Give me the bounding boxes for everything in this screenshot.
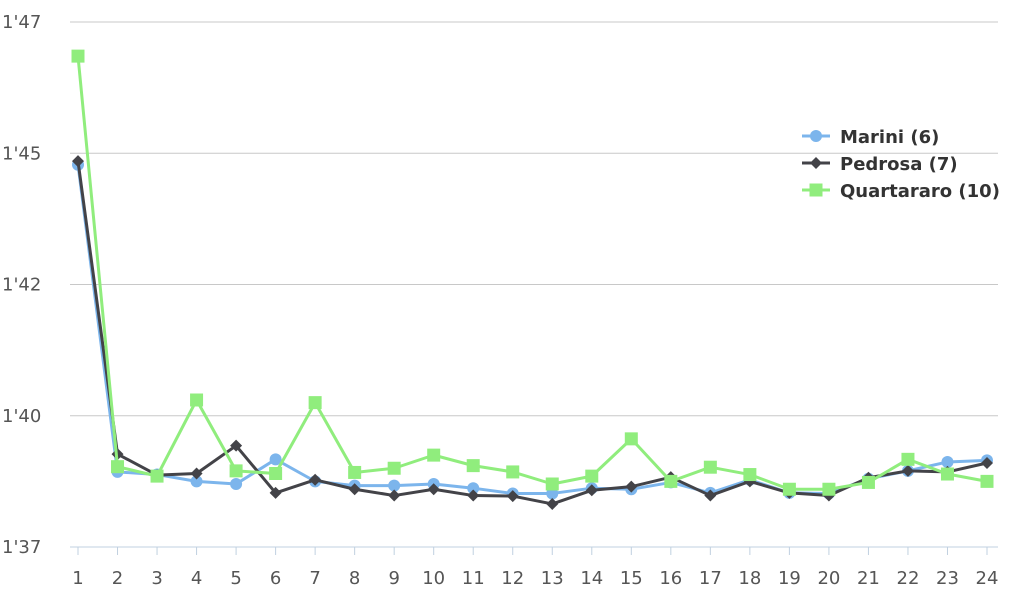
data-point[interactable] <box>427 448 441 462</box>
series-line <box>76 163 989 495</box>
data-point[interactable] <box>427 483 440 496</box>
data-point[interactable] <box>269 467 283 480</box>
data-point[interactable] <box>111 460 125 474</box>
series-1 <box>72 155 993 510</box>
data-point[interactable] <box>506 465 520 479</box>
x-tick-label: 3 <box>151 568 162 589</box>
x-tick-label: 14 <box>580 568 603 589</box>
data-point[interactable] <box>190 467 203 480</box>
y-tick-label: 1'45 <box>2 143 41 164</box>
data-point[interactable] <box>901 452 915 466</box>
legend-label: Marini (6) <box>840 127 939 148</box>
data-point[interactable] <box>348 465 362 479</box>
legend-item[interactable]: Marini (6) <box>802 127 939 148</box>
x-tick-label: 22 <box>897 568 920 589</box>
x-tick-label: 10 <box>422 568 445 589</box>
x-tick-label: 16 <box>659 568 682 589</box>
data-point[interactable] <box>269 453 282 466</box>
x-tick-label: 7 <box>309 568 320 589</box>
legend-marker-icon[interactable] <box>810 130 822 142</box>
data-point[interactable] <box>703 460 717 474</box>
data-point[interactable] <box>585 469 599 483</box>
x-tick-label: 5 <box>230 568 241 589</box>
x-tick-label: 17 <box>699 568 722 589</box>
x-tick-label: 13 <box>541 568 564 589</box>
x-tick-label: 12 <box>501 568 524 589</box>
data-point[interactable] <box>230 478 243 490</box>
data-point[interactable] <box>309 473 322 486</box>
x-tick-label: 1 <box>72 568 83 589</box>
data-point[interactable] <box>150 469 164 483</box>
series-line <box>76 159 989 506</box>
legend-marker-icon[interactable] <box>810 157 822 169</box>
x-tick-label: 19 <box>778 568 801 589</box>
data-point[interactable] <box>546 497 559 510</box>
data-point[interactable] <box>72 155 84 168</box>
data-point[interactable] <box>782 482 796 496</box>
data-point[interactable] <box>861 475 875 489</box>
data-point[interactable] <box>743 468 757 482</box>
legend-label: Pedrosa (7) <box>840 154 958 175</box>
series-line <box>76 54 989 491</box>
data-point[interactable] <box>506 490 519 503</box>
legend-label: Quartararo (10) <box>840 181 1000 202</box>
data-point[interactable] <box>466 459 480 473</box>
x-tick-label: 24 <box>976 568 999 589</box>
data-point[interactable] <box>190 475 203 488</box>
data-point[interactable] <box>901 464 914 477</box>
legend[interactable]: Marini (6) Pedrosa (7) Quartararo (10) <box>802 127 1000 202</box>
data-point[interactable] <box>467 489 480 502</box>
series-2 <box>71 49 994 496</box>
x-tick-label: 11 <box>462 568 485 589</box>
x-tick-label: 9 <box>388 568 399 589</box>
grid-lines <box>70 21 998 548</box>
x-tick-label: 15 <box>620 568 643 589</box>
data-point[interactable] <box>229 464 243 478</box>
y-tick-label: 1'40 <box>2 406 41 427</box>
data-point[interactable] <box>230 439 243 452</box>
legend-marker-icon[interactable] <box>809 183 823 197</box>
data-point[interactable] <box>269 486 282 499</box>
data-point[interactable] <box>585 484 598 497</box>
data-point[interactable] <box>190 393 204 407</box>
data-point[interactable] <box>387 461 401 475</box>
legend-item[interactable]: Pedrosa (7) <box>802 154 958 175</box>
data-point[interactable] <box>388 479 401 492</box>
data-point[interactable] <box>467 482 480 495</box>
x-tick-label: 6 <box>270 568 281 589</box>
data-point[interactable] <box>704 489 717 502</box>
x-tick-label: 2 <box>112 568 123 589</box>
data-point[interactable] <box>545 477 559 491</box>
data-point[interactable] <box>822 482 836 496</box>
data-point[interactable] <box>941 455 954 468</box>
x-tick-label: 21 <box>857 568 880 589</box>
y-tick-label: 1'47 <box>2 12 41 33</box>
data-point[interactable] <box>664 474 678 488</box>
data-point[interactable] <box>624 432 638 446</box>
data-point[interactable] <box>981 457 993 469</box>
series-layer <box>71 49 994 510</box>
data-point[interactable] <box>348 483 361 496</box>
data-point[interactable] <box>308 396 322 410</box>
x-tick-label: 8 <box>349 568 360 589</box>
x-tick-label: 18 <box>738 568 761 589</box>
data-point[interactable] <box>388 489 401 502</box>
data-point[interactable] <box>71 49 85 63</box>
data-point[interactable] <box>625 480 638 493</box>
x-tick-label: 4 <box>191 568 202 589</box>
x-tick-label: 20 <box>817 568 840 589</box>
x-tick-label: 23 <box>936 568 959 589</box>
y-axis: 1'37 1'40 1'42 1'45 1'47 <box>2 12 41 558</box>
series-0 <box>72 158 993 500</box>
y-tick-label: 1'42 <box>2 275 41 296</box>
data-point[interactable] <box>940 467 954 481</box>
x-axis: 1 2 3 4 5 6 7 8 9 10 11 12 13 14 15 16 17 18 19 20 21 22 23 24 <box>72 547 998 589</box>
data-point[interactable] <box>980 474 994 488</box>
y-tick-label: 1'37 <box>2 537 41 558</box>
legend-item[interactable]: Quartararo (10) <box>802 181 1000 202</box>
